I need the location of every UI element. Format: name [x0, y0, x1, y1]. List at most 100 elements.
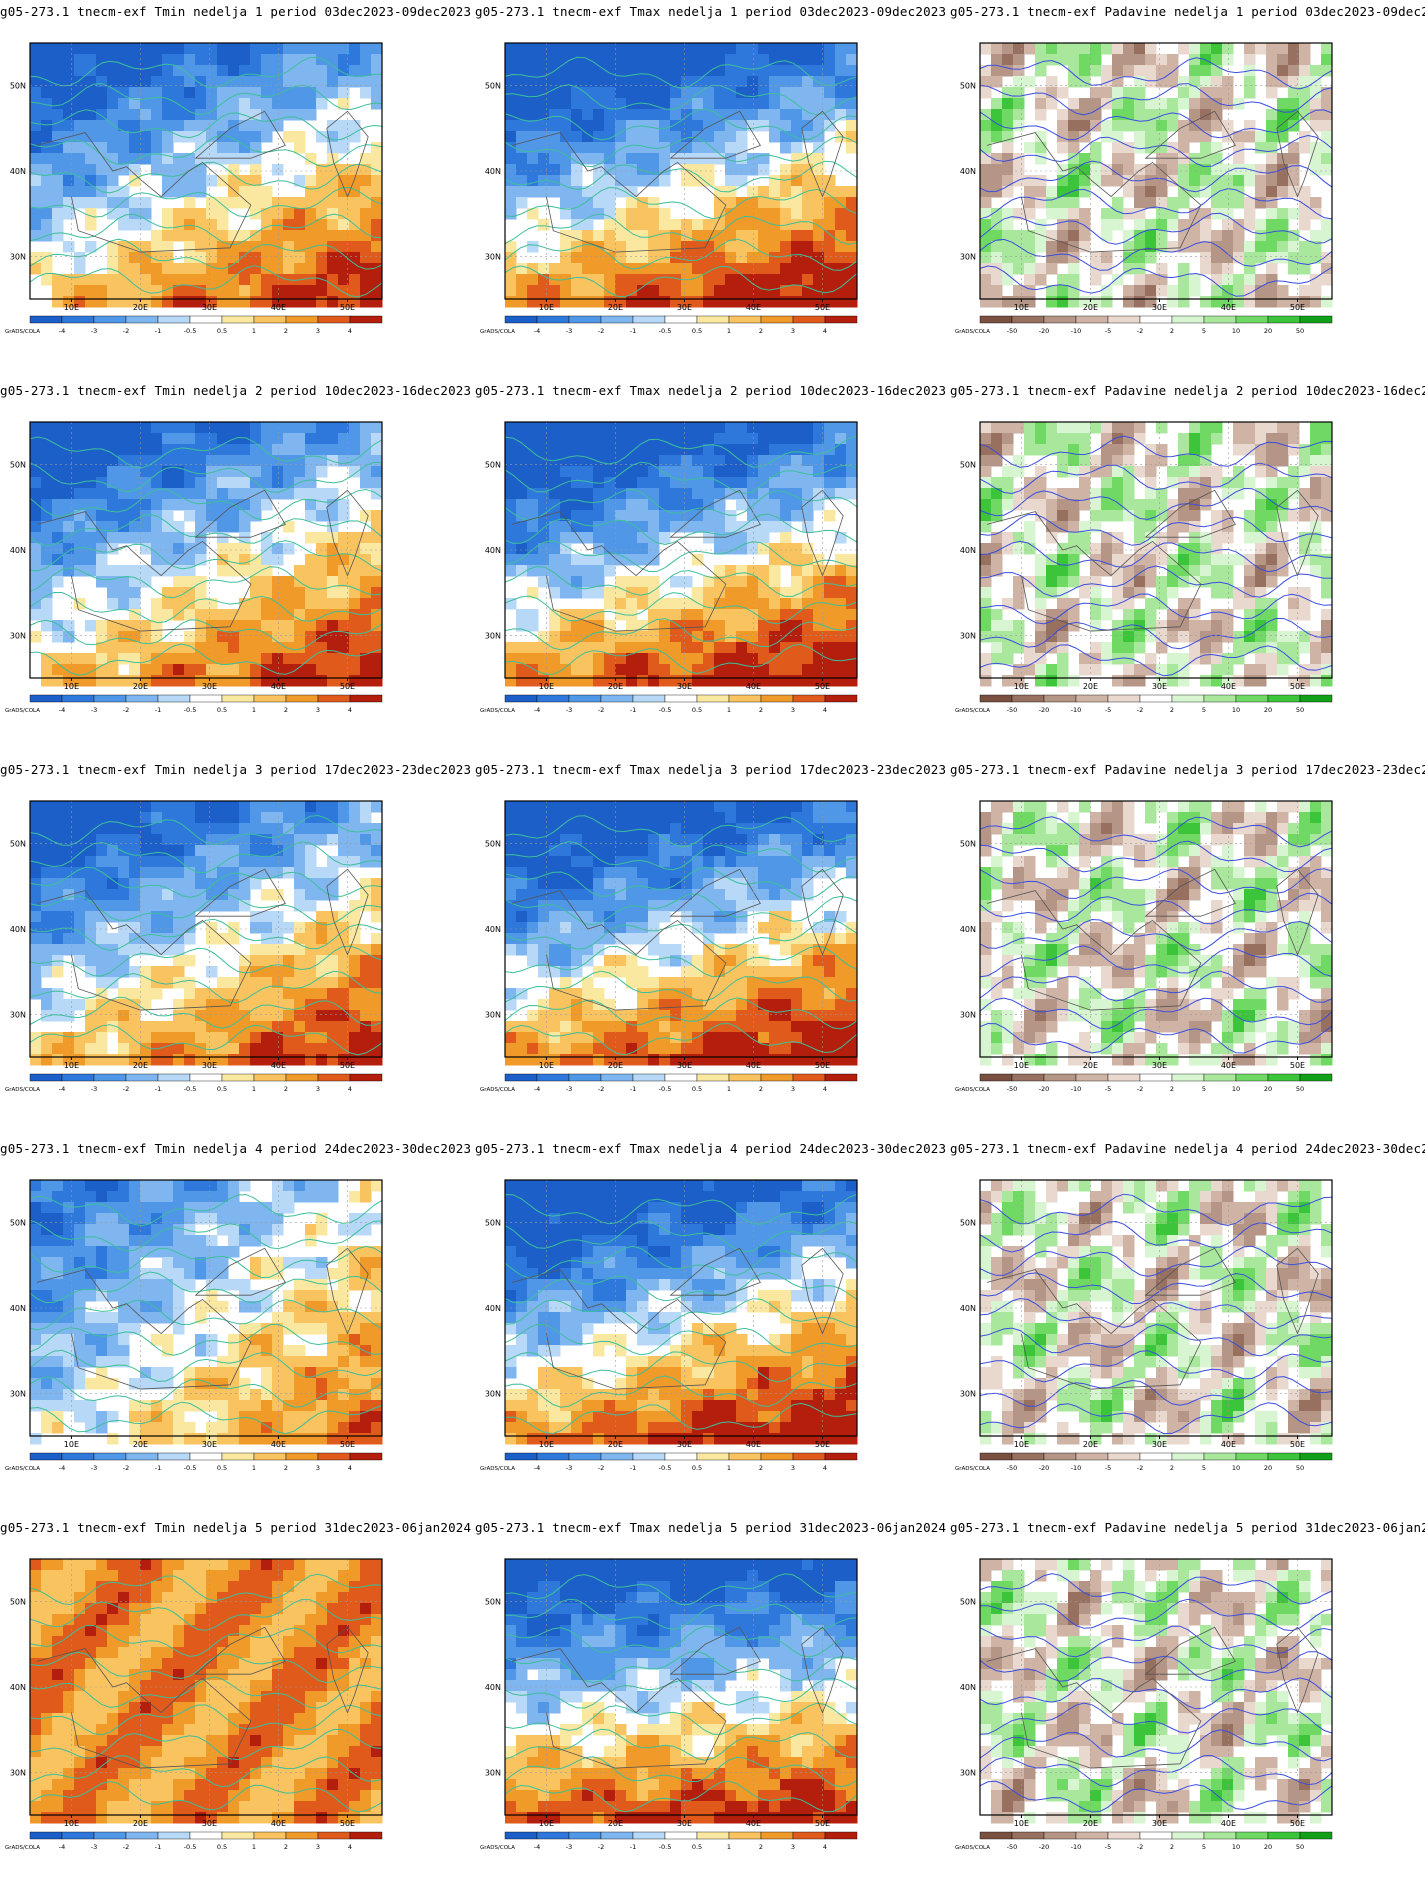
colorbar-label: 0.5: [692, 1464, 702, 1472]
colorbar-swatch: [664, 1073, 698, 1082]
colorbar-swatch: [285, 1831, 319, 1840]
lat-tick-label: 50N: [10, 461, 26, 470]
colorbar-swatch: [632, 315, 666, 324]
panel-title: g05-273.1 tnecm-exf Padavine nedelja 3 p…: [950, 762, 1425, 777]
lat-tick-label: 50N: [960, 82, 976, 91]
coastlines: [986, 1247, 1319, 1390]
map-plot: 10E 20E 30E 40E 50E 30N 40N 50N -4 -3 -2 -1 -0.5 0.5 1…: [5, 421, 383, 714]
map-panel: g05-273.1 tnecm-exf Tmax nedelja 4 perio…: [475, 1137, 950, 1516]
colorbar-swatch: [285, 1073, 319, 1082]
colorbar-swatch: [1107, 1831, 1141, 1840]
lat-tick-label: 40N: [485, 167, 501, 176]
colorbar-label: 4: [823, 327, 827, 335]
colorbar-swatch: [29, 1073, 63, 1082]
colorbar-label: 1: [727, 1085, 731, 1093]
colorbar-swatch: [93, 694, 127, 703]
colorbar-label: -5: [1105, 1085, 1111, 1093]
panel-title: g05-273.1 tnecm-exf Tmax nedelja 5 perio…: [475, 1520, 947, 1535]
colorbar-label: 3: [316, 1464, 320, 1472]
lat-tick-label: 30N: [10, 252, 26, 261]
contour-lines: [29, 436, 383, 676]
colorbar-swatch: [61, 315, 95, 324]
colorbar-swatch: [696, 1452, 730, 1461]
lon-tick-label: 40E: [1221, 682, 1236, 691]
map-frame: [979, 1558, 1333, 1816]
anomaly-field: [505, 1559, 858, 1824]
colorbar-swatch: [1235, 1073, 1269, 1082]
anomaly-field: [980, 1180, 1333, 1445]
colorbar-swatch: [1139, 1073, 1173, 1082]
colorbar: -4 -3 -2 -1 -0.5 0.5 1 2 3 4 GrADS/COLA: [480, 1452, 858, 1472]
colorbar-swatch: [349, 1452, 383, 1461]
colorbar: -4 -3 -2 -1 -0.5 0.5 1 2 3 4 GrADS/COLA: [480, 315, 858, 335]
lon-tick-label: 20E: [1083, 1819, 1098, 1828]
colorbar-swatch: [221, 1073, 255, 1082]
colorbar-swatch: [189, 1073, 223, 1082]
colorbar-swatch: [157, 315, 191, 324]
colorbar-swatch: [632, 1831, 666, 1840]
map-panel: g05-273.1 tnecm-exf Tmax nedelja 1 perio…: [475, 0, 950, 379]
colorbar-label: -0.5: [659, 1464, 672, 1472]
panel-title: g05-273.1 tnecm-exf Padavine nedelja 4 p…: [950, 1141, 1425, 1156]
gridlines: [505, 1180, 857, 1436]
colorbar-label: 50: [1296, 1843, 1304, 1851]
map-frame: [979, 800, 1333, 1058]
lat-tick-label: 50N: [485, 1598, 501, 1607]
map-plot: 10E 20E 30E 40E 50E 30N 40N 50N -50 -20 -10 -5 -2 2 5 1…: [955, 800, 1333, 1093]
colorbar-swatch: [29, 1831, 63, 1840]
colorbar-swatch: [1043, 1831, 1077, 1840]
colorbar-label: -0.5: [659, 706, 672, 714]
lat-tick-label: 40N: [960, 546, 976, 555]
colorbar-swatch: [1235, 694, 1269, 703]
colorbar-swatch: [728, 1831, 762, 1840]
colorbar-label: -4: [534, 706, 540, 714]
colorbar-label: -4: [59, 706, 65, 714]
map-plot: 10E 20E 30E 40E 50E 30N 40N 50N -50 -20 -10 -5 -2 2 5 1…: [955, 42, 1333, 335]
lat-tick-label: 30N: [10, 1389, 26, 1398]
colorbar-label: 20: [1264, 1843, 1272, 1851]
colorbar-swatch: [1011, 1452, 1045, 1461]
colorbar-swatch: [600, 1073, 634, 1082]
lon-tick-label: 10E: [1014, 1440, 1029, 1449]
colorbar-label: 1: [727, 706, 731, 714]
colorbar-swatch: [253, 1831, 287, 1840]
colorbar-swatch: [189, 1452, 223, 1461]
colorbar-swatch: [728, 315, 762, 324]
colorbar-label: -3: [91, 1464, 97, 1472]
colorbar-swatch: [1075, 1452, 1109, 1461]
colorbar-swatch: [504, 1831, 538, 1840]
colorbar-swatch: [600, 694, 634, 703]
colorbar-label: 3: [316, 327, 320, 335]
colorbar-label: 2: [1170, 706, 1174, 714]
map-panel: g05-273.1 tnecm-exf Tmin nedelja 5 perio…: [0, 1516, 475, 1895]
contour-lines: [979, 435, 1333, 677]
lon-tick-label: 10E: [539, 1061, 554, 1070]
colorbar-label: -50: [1007, 327, 1018, 335]
colorbar-swatch: [792, 1073, 826, 1082]
lon-tick-label: 30E: [677, 682, 692, 691]
grads-credit: GrADS/COLA: [480, 329, 515, 335]
contour-lines: [29, 1573, 383, 1813]
lon-tick-label: 50E: [1290, 682, 1305, 691]
colorbar-swatch: [696, 1073, 730, 1082]
lon-tick-label: 10E: [1014, 1819, 1029, 1828]
lon-tick-label: 30E: [677, 1440, 692, 1449]
colorbar-swatch: [696, 1831, 730, 1840]
lon-tick-label: 20E: [608, 303, 623, 312]
colorbar-swatch: [600, 1452, 634, 1461]
anomaly-field: [30, 801, 383, 1066]
contour-lines: [979, 1573, 1333, 1813]
lon-tick-label: 50E: [1290, 1061, 1305, 1070]
colorbar-swatch: [125, 694, 159, 703]
colorbar-swatch: [664, 694, 698, 703]
colorbar-label: -20: [1039, 1085, 1050, 1093]
lat-tick-label: 40N: [960, 167, 976, 176]
colorbar-swatch: [1075, 694, 1109, 703]
colorbar-swatch: [536, 1831, 570, 1840]
colorbar-label: -10: [1071, 1085, 1082, 1093]
lat-tick-label: 40N: [960, 1683, 976, 1692]
colorbar-swatch: [536, 1452, 570, 1461]
colorbar-swatch: [824, 1831, 858, 1840]
colorbar-swatch: [1267, 1831, 1301, 1840]
colorbar-swatch: [253, 1073, 287, 1082]
